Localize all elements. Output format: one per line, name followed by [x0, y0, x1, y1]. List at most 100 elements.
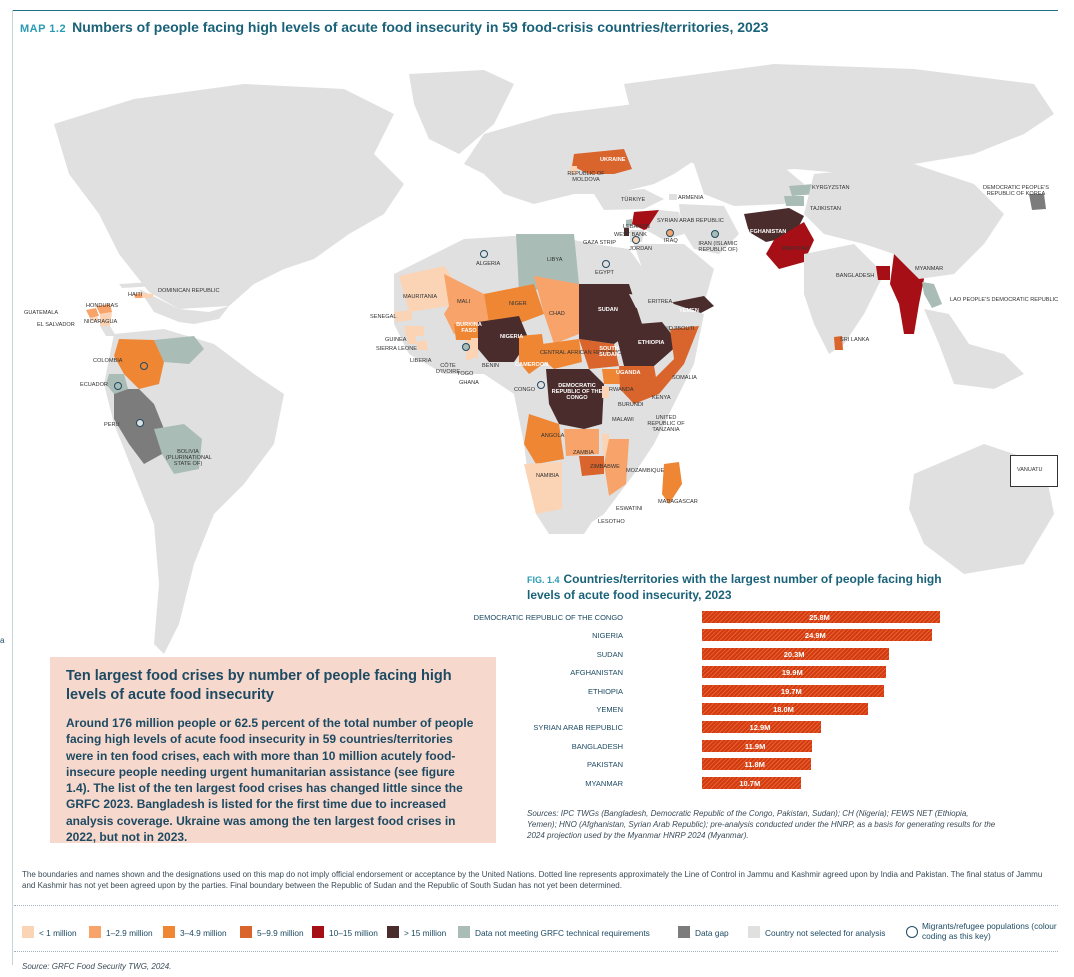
map-label: BANGLADESH [836, 273, 875, 279]
country-zambia [564, 429, 599, 456]
map-label: CAMEROON [515, 362, 549, 368]
legend-swatch [163, 926, 175, 938]
country-lao [922, 282, 942, 308]
country-turkiye [594, 189, 664, 210]
country-se-asia [924, 309, 1024, 389]
country-congo [529, 372, 549, 409]
country-north-america [54, 84, 404, 309]
bar-row: SYRIAN ARAB REPUBLIC 12.9M [527, 720, 957, 734]
figure-sources: Sources: IPC TWGs (Bangladesh, Democrati… [527, 809, 996, 840]
country-algeria [454, 236, 519, 304]
country-iran [679, 204, 739, 254]
bar-row: AFGHANISTAN 19.9M [527, 665, 957, 679]
migrant-marker [632, 236, 640, 244]
map-label: DEMOCRATIC PEOPLE'S REPUBLIC OF KOREA [983, 185, 1049, 197]
country-madagascar [662, 462, 682, 504]
map-label: BURUNDI [618, 402, 644, 408]
country-drc [546, 369, 604, 429]
country-greenland [409, 70, 514, 154]
map-source: Source: GRFC Food Security TWG, 2024. [22, 962, 172, 971]
migrant-marker [480, 250, 488, 258]
legend-label: Country not selected for analysis [765, 928, 886, 938]
migrant-marker [602, 260, 610, 268]
bar-row: DEMOCRATIC REPUBLIC OF THE CONGO 25.8M [474, 610, 957, 624]
map-label: SYRIAN ARAB REPUBLIC [657, 218, 724, 224]
map-label: BENIN [482, 363, 500, 369]
map-label: TÜRKIYE [621, 197, 646, 203]
country-central-am-south [100, 326, 116, 336]
country-burkina-faso [454, 324, 484, 340]
map-label: ARMENIA [678, 195, 704, 201]
bar-value-label: 18.0M [773, 705, 794, 714]
map-label: CHAD [549, 311, 565, 317]
map-label: LAO PEOPLE'S DEMOCRATIC REPUBLIC [950, 297, 1059, 303]
country-angola [524, 414, 564, 464]
country-rwanda-burundi [602, 386, 609, 398]
side-letter: a [0, 636, 5, 645]
bar-value-label: 11.9M [744, 741, 766, 751]
map-label: SENEGAL [370, 314, 397, 320]
map-label: SOUTH SUDAN [599, 346, 619, 358]
country-cuba [119, 282, 156, 288]
country-guinea [404, 326, 424, 336]
bar-row: NIGERIA 24.9M [527, 628, 957, 642]
legend-swatch [89, 926, 101, 938]
country-russia [624, 64, 1054, 174]
country-cote-divoire [428, 334, 454, 354]
map-label: HONDURAS [86, 303, 119, 309]
migrant-marker [462, 343, 470, 351]
bar-row: PAKISTAN 11.8M [527, 757, 957, 771]
country-benin [471, 338, 478, 358]
map-label: NIGERIA [500, 334, 524, 340]
world-map-svg [54, 64, 1054, 654]
country-kenya [619, 366, 659, 404]
map-label: TAJIKISTAN [810, 206, 841, 212]
map-label: ERITREA [648, 299, 673, 305]
map-label: ZAMBIA [573, 450, 594, 456]
legend-swatch [748, 926, 760, 938]
bar [702, 703, 869, 715]
country-china [804, 164, 1004, 279]
migrant-marker [711, 230, 719, 238]
bar-category-label: SYRIAN ARAB REPUBLIC [533, 723, 623, 733]
map-label: COLOMBIA [93, 358, 123, 364]
country-mexico [139, 289, 229, 324]
country-south-sudan [579, 339, 619, 369]
map-label: MALAWI [612, 417, 634, 423]
map-label: LESOTHO [598, 519, 625, 525]
bar-value-label: 19.7M [780, 686, 802, 696]
country-colombia [114, 339, 164, 389]
country-nicaragua [100, 312, 112, 326]
legend-label: 5–9.9 million [257, 928, 304, 938]
map-label: KENYA [652, 395, 671, 401]
country-el-salvador [90, 317, 98, 321]
map-label: NAMIBIA [536, 473, 560, 479]
map-label: ZIMBABWE [590, 464, 620, 470]
map-code: MAP 1.2 [20, 23, 67, 35]
bar [702, 611, 941, 623]
vanuatu-inset: VANUATU [1010, 455, 1058, 487]
map-label: DJIBOUTI [669, 326, 695, 332]
bar-category-label: BANGLADESH [571, 741, 623, 751]
callout-body: Around 176 million people or 62.5 percen… [66, 716, 474, 845]
migrant-marker [136, 419, 144, 427]
map-legend: < 1 million 1–2.9 million 3–4.9 million … [22, 914, 1058, 948]
map-label: RWANDA [609, 387, 634, 393]
country-car [542, 339, 582, 369]
map-title: MAP 1.2 Numbers of people facing high lev… [20, 19, 768, 35]
bar [702, 776, 801, 789]
country-mauritania [399, 266, 454, 312]
bar [702, 721, 822, 734]
country-tanzania [604, 399, 639, 436]
bar-value-label: 20.3M [783, 649, 805, 659]
map-label: IRAN (ISLAMIC REPUBLIC OF) [698, 241, 738, 253]
map-label: KYRGYZSTAN [812, 185, 850, 191]
country-senegal [394, 310, 412, 322]
legend-label: 10–15 million [329, 928, 378, 938]
country-sierra-leone [407, 336, 416, 344]
map-label: WEST BANK [614, 232, 647, 238]
country-bangladesh [876, 266, 890, 280]
bar-category-label: SUDAN [596, 649, 623, 659]
map-label: GUINEA [385, 337, 407, 343]
map-label: UGANDA [616, 370, 641, 376]
